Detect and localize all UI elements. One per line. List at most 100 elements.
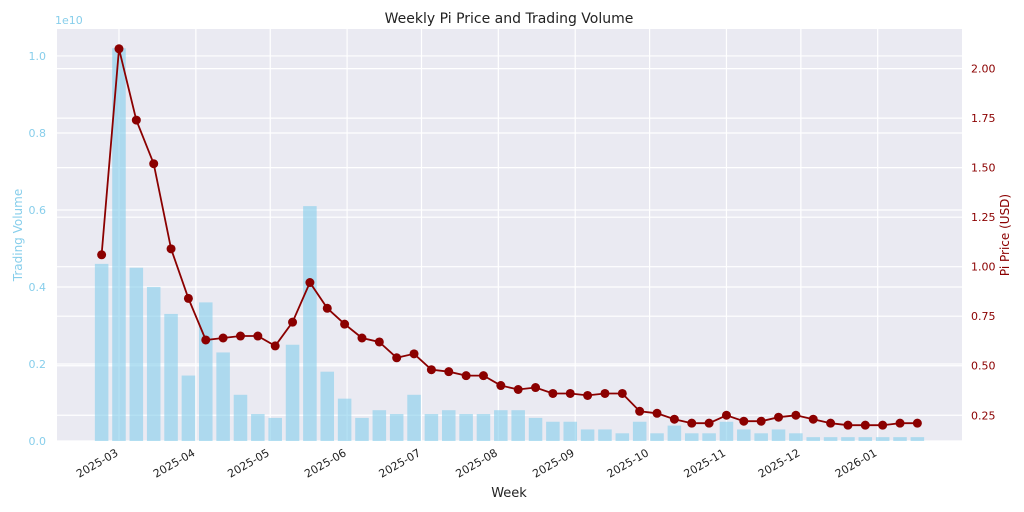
price-point — [253, 331, 263, 341]
volume-bar — [528, 417, 543, 441]
price-point — [843, 420, 853, 430]
chart-title: Weekly Pi Price and Trading Volume — [385, 11, 634, 27]
price-point — [826, 418, 836, 428]
volume-bar — [754, 433, 768, 441]
volume-bar — [268, 417, 282, 441]
volume-bar — [233, 394, 248, 441]
volume-bar — [511, 410, 525, 441]
price-point — [235, 331, 245, 341]
left-axis: 0.0 0.2 0.4 0.6 0.8 1.0 — [29, 50, 47, 448]
price-point — [721, 410, 731, 420]
price-point — [340, 319, 350, 329]
price-point — [409, 349, 419, 359]
volume-bar — [355, 417, 369, 441]
volume-bar — [771, 429, 786, 441]
price-point — [322, 303, 332, 313]
price-point — [392, 353, 402, 363]
x-tick-label: 2025-08 — [454, 446, 500, 480]
volume-bar — [684, 433, 699, 441]
volume-bar — [737, 429, 751, 441]
volume-bar — [875, 437, 890, 441]
left-tick-label: 0.0 — [29, 435, 47, 448]
volume-bar — [407, 394, 421, 441]
right-tick-label: 1.75 — [971, 112, 996, 125]
volume-bar — [459, 414, 473, 441]
right-tick-label: 1.50 — [971, 162, 996, 175]
price-point — [878, 420, 888, 430]
volume-bar — [181, 375, 196, 441]
volume-bar — [563, 421, 578, 441]
price-point — [635, 406, 645, 416]
volume-bar — [598, 429, 612, 441]
price-point — [131, 115, 141, 125]
volume-bar — [615, 433, 630, 441]
x-tick-label: 2025-10 — [605, 446, 651, 480]
price-point — [426, 365, 436, 375]
price-point — [444, 367, 454, 377]
x-tick-label: 2025-04 — [151, 446, 197, 480]
volume-bar — [372, 410, 387, 441]
volume-bar — [910, 437, 925, 441]
left-tick-label: 0.8 — [29, 127, 47, 140]
price-point — [374, 337, 384, 347]
right-tick-label: 0.50 — [971, 360, 996, 373]
x-axis: 2025-03 2025-04 2025-05 2025-06 2025-07 2025-… — [74, 446, 879, 480]
volume-bar — [441, 410, 456, 441]
right-tick-label: 0.75 — [971, 310, 996, 323]
price-point — [531, 383, 541, 393]
volume-bar — [94, 263, 109, 441]
price-point — [114, 44, 124, 54]
price-point — [478, 371, 488, 381]
volume-bar — [494, 410, 508, 441]
x-tick-label: 2025-03 — [74, 446, 120, 480]
left-axis-label: Trading Volume — [11, 189, 25, 282]
volume-bar — [667, 425, 682, 441]
volume-bar — [476, 414, 491, 441]
volume-bar — [303, 206, 317, 441]
price-line — [97, 44, 922, 430]
price-point — [617, 388, 627, 398]
price-point — [548, 388, 558, 398]
price-point — [201, 335, 211, 345]
right-tick-label: 2.00 — [971, 63, 996, 76]
volume-bar — [164, 313, 178, 441]
right-axis: 0.25 0.50 0.75 1.00 1.25 1.50 1.75 2.00 — [971, 63, 996, 423]
x-tick-label: 2026-01 — [833, 446, 879, 480]
volume-bar — [146, 286, 161, 441]
price-point — [791, 410, 801, 420]
volume-bar — [702, 433, 716, 441]
price-point — [895, 418, 905, 428]
x-tick-label: 2025-07 — [377, 446, 423, 480]
left-tick-label: 0.2 — [29, 358, 47, 371]
right-tick-label: 0.25 — [971, 409, 996, 422]
volume-bar — [893, 437, 907, 441]
price-point — [288, 317, 298, 327]
volume-bar — [112, 48, 126, 442]
price-point — [97, 250, 107, 260]
left-tick-label: 0.4 — [29, 281, 47, 294]
volume-bar — [580, 429, 595, 441]
price-point — [270, 341, 280, 351]
volume-bar — [858, 437, 873, 441]
price-point — [600, 388, 610, 398]
price-point — [652, 408, 662, 418]
grid — [57, 29, 962, 442]
x-tick-label: 2025-12 — [756, 446, 802, 480]
price-point — [756, 416, 766, 426]
volume-bar — [789, 433, 803, 441]
price-point — [183, 293, 193, 303]
volume-bar — [719, 421, 734, 441]
left-axis-offset-label: 1e10 — [55, 14, 83, 27]
price-point — [218, 333, 228, 343]
price-point — [496, 381, 506, 391]
volume-bar — [337, 398, 352, 441]
volume-bar — [251, 414, 265, 441]
price-point — [565, 388, 575, 398]
price-point — [912, 418, 922, 428]
price-point — [513, 385, 523, 394]
volume-bar — [806, 437, 821, 441]
price-point — [704, 418, 714, 428]
left-tick-label: 1.0 — [29, 50, 47, 63]
price-point — [808, 414, 818, 424]
